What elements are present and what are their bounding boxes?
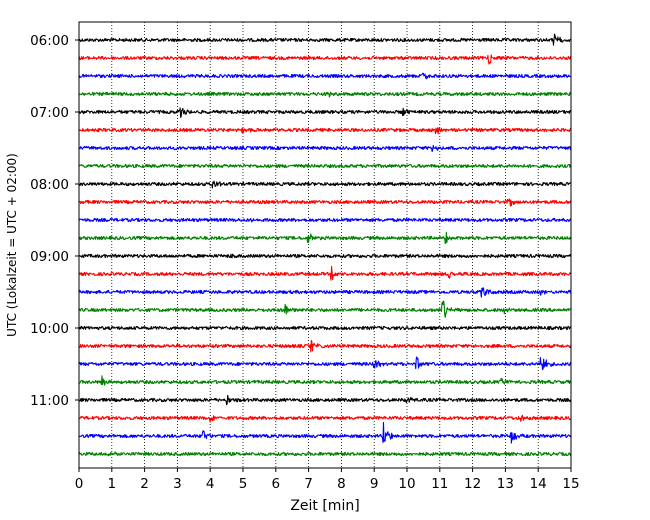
x-tick-label: 14	[530, 476, 547, 492]
x-tick-label: 6	[272, 476, 281, 492]
trace-line	[78, 375, 572, 386]
x-tick-label: 2	[140, 476, 149, 492]
trace-line	[78, 339, 572, 353]
y-tick-label: 09:00	[30, 249, 69, 265]
trace-line	[78, 414, 572, 423]
trace-line	[78, 144, 572, 153]
x-tick-label: 5	[239, 476, 248, 492]
plot-frame	[78, 21, 572, 469]
x-tick-label: 8	[337, 476, 346, 492]
trace-line	[78, 421, 572, 444]
trace-line	[78, 72, 572, 80]
x-tick-label: 11	[431, 476, 448, 492]
trace-line	[78, 127, 572, 135]
x-tick-label: 9	[370, 476, 379, 492]
x-tick-label: 10	[398, 476, 415, 492]
trace-line	[78, 253, 572, 259]
trace-line	[78, 451, 572, 457]
trace-line	[78, 231, 572, 245]
trace-line	[78, 91, 572, 98]
trace-line	[78, 394, 572, 406]
trace-line	[78, 356, 572, 370]
x-tick-label: 12	[464, 476, 481, 492]
x-axis-ticks: 0 1 2 3 4 5 6 7 8 9 10 11 12 13 14 15	[75, 468, 580, 492]
trace-line	[78, 217, 572, 223]
y-axis-ticks: 06:00 07:00 08:00 09:00 10:00 11:00	[30, 33, 79, 409]
trace-line	[78, 163, 572, 169]
y-tick-label: 11:00	[30, 393, 69, 409]
trace-line	[78, 180, 572, 189]
trace-line	[78, 300, 572, 318]
x-tick-label: 7	[304, 476, 313, 492]
x-tick-label: 0	[75, 476, 84, 492]
y-tick-label: 10:00	[30, 321, 69, 337]
y-tick-label: 06:00	[30, 33, 69, 49]
y-tick-label: 08:00	[30, 177, 69, 193]
trace-line	[78, 107, 572, 118]
x-tick-label: 1	[108, 476, 117, 492]
y-tick-label: 07:00	[30, 105, 69, 121]
trace-line	[78, 198, 572, 207]
x-axis-label: Zeit [min]	[290, 498, 359, 514]
x-tick-label: 4	[206, 476, 215, 492]
y-axis-label: UTC (Lokalzeit = UTC + 02:00)	[5, 153, 19, 337]
trace-line	[78, 33, 572, 46]
trace-line	[78, 54, 572, 65]
trace-line	[78, 287, 572, 298]
x-tick-label: 3	[173, 476, 182, 492]
trace-line	[78, 265, 572, 281]
trace-line	[78, 325, 572, 331]
x-tick-label: 13	[497, 476, 514, 492]
x-tick-label: 15	[562, 476, 579, 492]
trace-lines	[78, 33, 572, 457]
